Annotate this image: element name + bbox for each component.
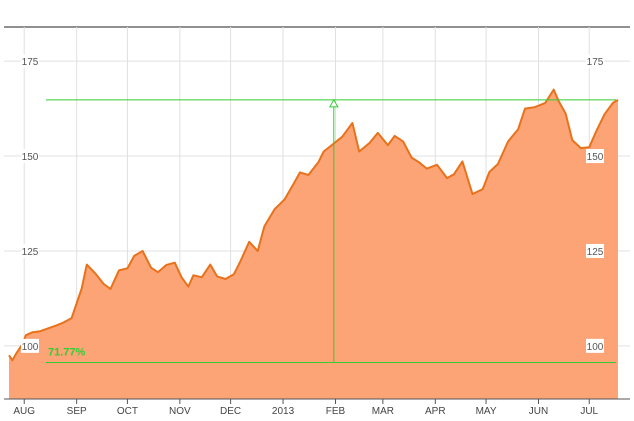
- x-tick-label: FEB: [326, 406, 346, 416]
- y-tick-label: 125: [587, 247, 604, 258]
- x-tick-label: MAY: [476, 406, 497, 416]
- x-tick-label: JUL: [580, 406, 598, 416]
- x-axis-ticks: AUG SEP OCT NOV DEC 2013 FEB MAR APR MAY JUN JUL: [13, 399, 599, 417]
- y-tick-box: [21, 338, 39, 353]
- x-tick-label: JUN: [529, 406, 548, 416]
- y-tick-label: 100: [22, 342, 39, 353]
- y-ticks-right: 100 125 150 175: [586, 54, 604, 353]
- price-area: [9, 89, 618, 399]
- y-tick-box: [21, 243, 39, 258]
- y-ticks-left: 100 125 150 175: [21, 54, 39, 353]
- x-tick-label: OCT: [117, 406, 138, 416]
- y-tick-box: [586, 243, 604, 258]
- x-tick-label: AUG: [13, 406, 35, 416]
- x-tick-label: MAR: [372, 406, 394, 416]
- x-tick-label: SEP: [67, 406, 87, 416]
- y-tick-box: [586, 54, 604, 69]
- y-tick-label: 150: [22, 152, 39, 163]
- y-tick-label: 175: [587, 57, 604, 68]
- change-percent-label: 71.77%: [48, 347, 86, 359]
- y-tick-label: 125: [22, 247, 39, 258]
- y-tick-label: 150: [587, 152, 604, 163]
- x-tick-label: NOV: [169, 406, 191, 416]
- x-tick-label: APR: [425, 406, 446, 416]
- y-tick-box: [21, 149, 39, 164]
- y-tick-box: [21, 54, 39, 69]
- x-tick-label: DEC: [220, 406, 241, 416]
- change-arrow-head: [328, 98, 339, 108]
- y-tick-label: 175: [22, 57, 39, 68]
- y-tick-box: [586, 338, 604, 353]
- change-marker: [46, 98, 616, 364]
- y-tick-label: 100: [587, 342, 604, 353]
- x-tick-label: 2013: [272, 406, 295, 416]
- price-line: [8, 88, 619, 362]
- y-tick-box: [586, 149, 604, 164]
